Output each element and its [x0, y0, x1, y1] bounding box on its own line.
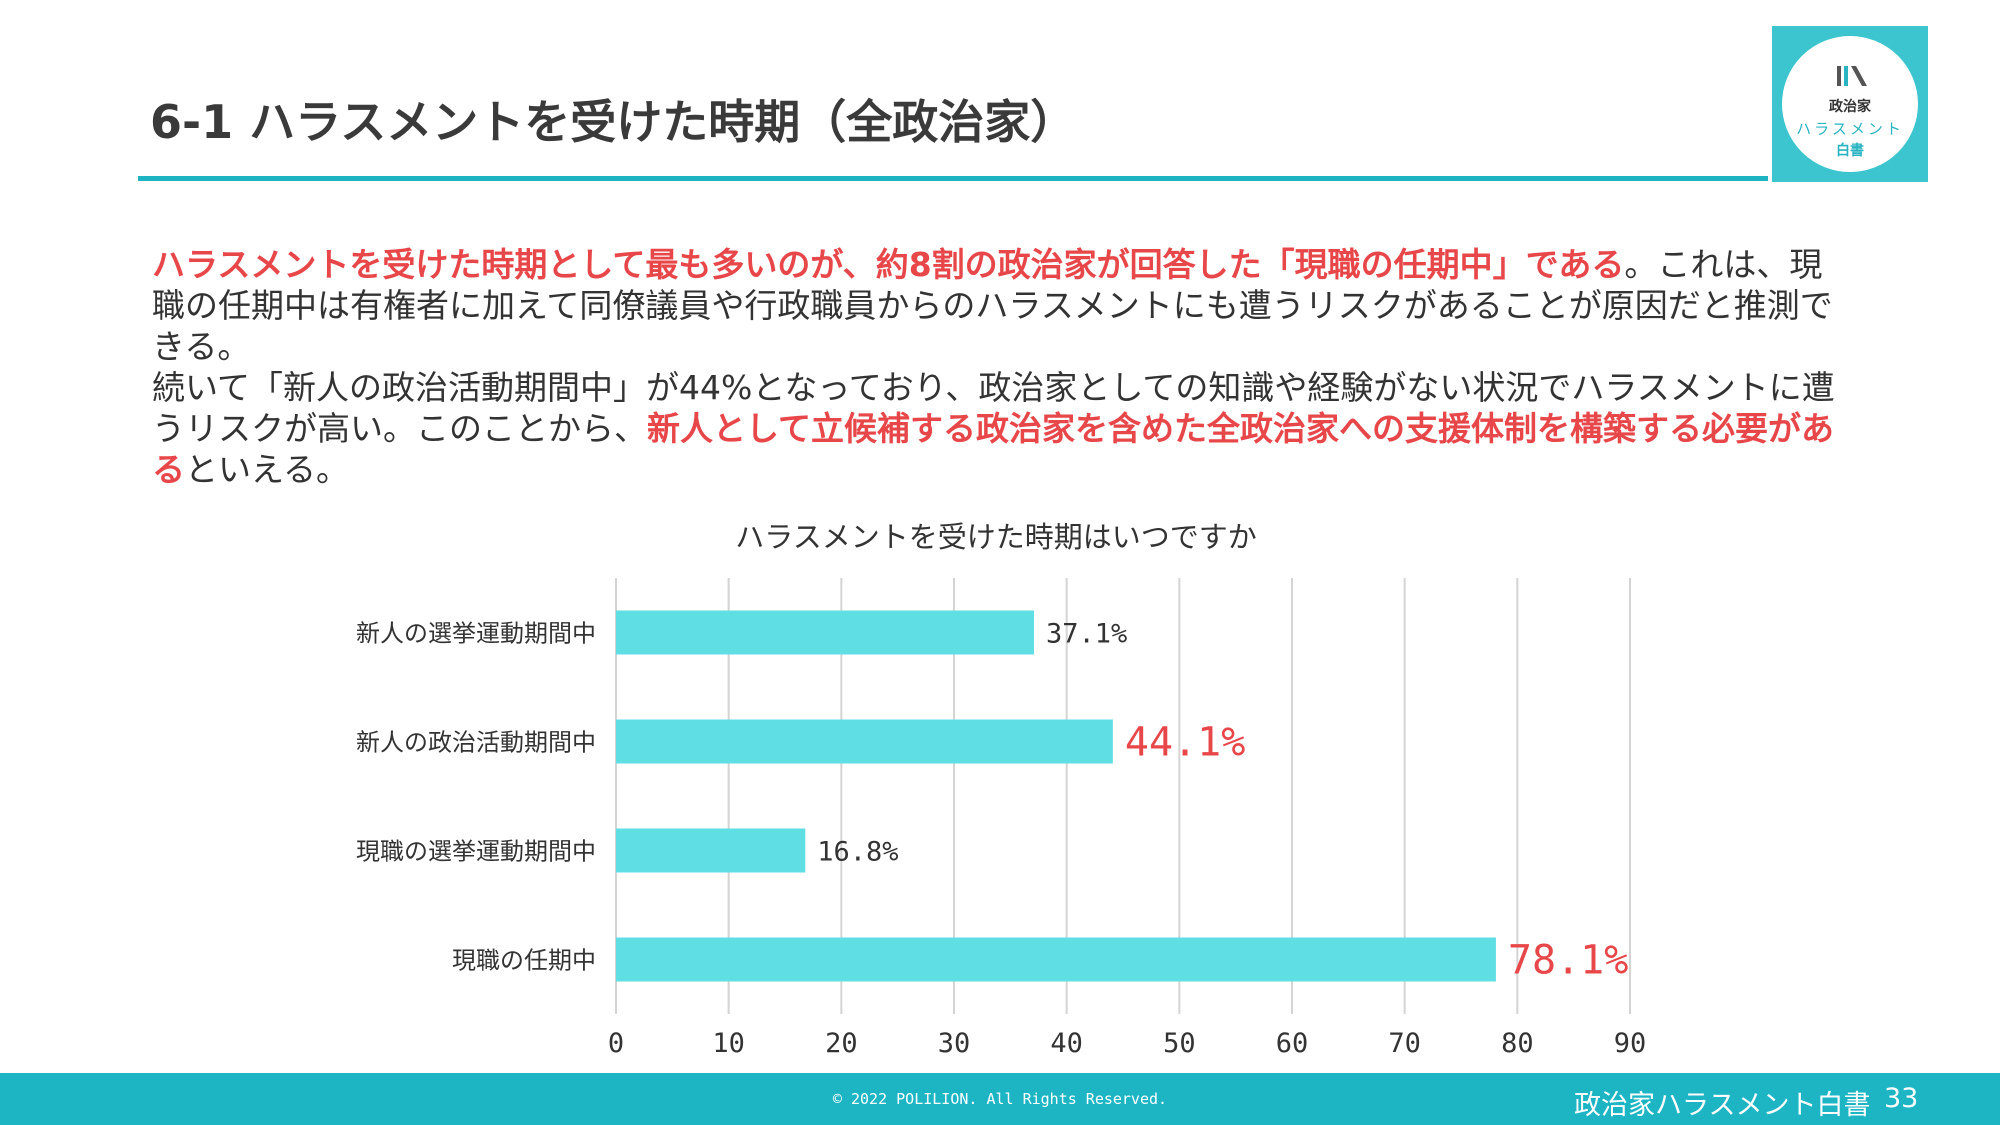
bar-3: [616, 937, 1496, 982]
x-tick-label-1: 10: [712, 1028, 745, 1059]
bar-2: [616, 828, 806, 873]
summary-highlight-2: 新人として立候補する政治家を含めた全政治家への支援体制を構築する必要がある: [152, 409, 1835, 489]
logo-text-whitepaper: 白書: [1836, 143, 1864, 159]
summary-text-2: 続いて「新人の政治活動期間中」が44%となっており、政治家としての知識や経験がな…: [152, 368, 1835, 448]
category-label-0: 新人の選挙運動期間中: [356, 620, 596, 648]
logo-text-harassment: ハラスメント: [1796, 120, 1904, 138]
brand-logo: 政治家 ハラスメント 白書: [1772, 26, 1928, 182]
logo-mark-icon: [1837, 66, 1867, 86]
value-label-3: 78.1%: [1508, 938, 1628, 984]
chart-title: ハラスメントを受けた時期はいつですか: [735, 520, 1257, 554]
page-number: 33: [1884, 1083, 1919, 1114]
footer-brand: 政治家ハラスメント白書: [1574, 1090, 1871, 1121]
summary-text-1: 。これは、現職の任期中は有権者に加えて同僚議員や行政職員からのハラスメントにも遭…: [152, 245, 1833, 366]
page-title: 6-1 ハラスメントを受けた時期（全政治家）: [150, 95, 1077, 149]
logo-circle: 政治家 ハラスメント 白書: [1778, 32, 1922, 176]
x-tick-label-4: 40: [1050, 1028, 1083, 1059]
x-tick-label-0: 0: [608, 1028, 624, 1059]
footer-copyright: © 2022 POLILION. All Rights Reserved.: [832, 1090, 1168, 1108]
summary-text-3: といえる。: [185, 450, 350, 489]
logo-text-politician: 政治家: [1829, 99, 1871, 115]
x-tick-label-5: 50: [1163, 1028, 1196, 1059]
bar-0: [616, 610, 1034, 655]
x-tick-label-3: 30: [938, 1028, 971, 1059]
value-label-0: 37.1%: [1046, 619, 1127, 650]
summary-paragraph-1: ハラスメントを受けた時期として最も多いのが、約8割の政治家が回答した「現職の任期…: [152, 244, 1852, 367]
x-tick-label-6: 60: [1276, 1028, 1309, 1059]
bar-1: [616, 719, 1113, 764]
x-tick-label-8: 80: [1501, 1028, 1534, 1059]
category-label-1: 新人の政治活動期間中: [356, 729, 596, 757]
category-label-2: 現職の選挙運動期間中: [356, 838, 596, 866]
x-tick-label-7: 70: [1388, 1028, 1421, 1059]
x-tick-label-2: 20: [825, 1028, 858, 1059]
value-label-2: 16.8%: [817, 837, 898, 868]
footer-bar: © 2022 POLILION. All Rights Reserved. 政治…: [0, 1073, 2000, 1125]
summary-highlight-1: ハラスメントを受けた時期として最も多いのが、約8割の政治家が回答した「現職の任期…: [152, 245, 1625, 284]
category-label-3: 現職の任期中: [452, 947, 596, 975]
x-tick-label-9: 90: [1614, 1028, 1647, 1059]
summary-text: ハラスメントを受けた時期として最も多いのが、約8割の政治家が回答した「現職の任期…: [152, 244, 1852, 490]
header-divider: [138, 176, 1768, 181]
value-label-1: 44.1%: [1125, 720, 1245, 766]
summary-paragraph-2: 続いて「新人の政治活動期間中」が44%となっており、政治家としての知識や経験がな…: [152, 367, 1852, 490]
